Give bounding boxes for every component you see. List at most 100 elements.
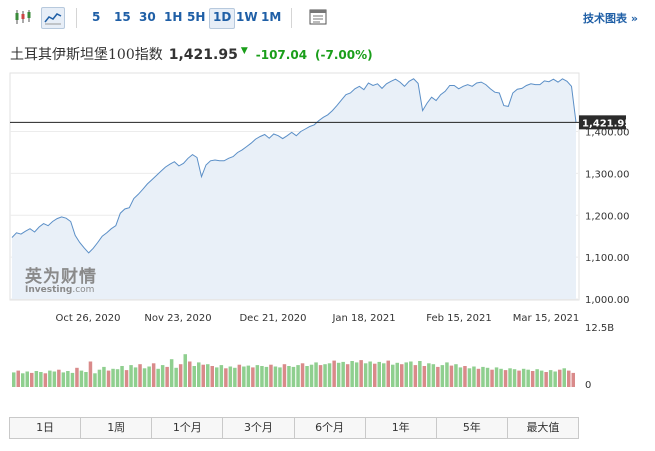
volume-bar — [242, 366, 246, 387]
volume-bar — [476, 368, 481, 387]
y-tick-label: 1,400.00 — [585, 128, 630, 139]
volume-bar — [336, 362, 341, 387]
volume-bar — [102, 366, 106, 387]
volume-bar — [296, 365, 300, 387]
volume-bar — [517, 370, 521, 387]
volume-bar — [165, 366, 169, 387]
technical-chart-link[interactable]: 技术图表 » — [583, 12, 638, 25]
volume-bar — [327, 363, 332, 387]
settings-panel-icon[interactable] — [308, 7, 328, 27]
volume-bar — [93, 373, 97, 387]
volume-bar — [192, 366, 196, 387]
volume-bar — [84, 372, 88, 387]
y-tick-label: 1,000.00 — [585, 295, 630, 306]
volume-bar — [571, 372, 575, 387]
timeframe-30[interactable]: 30 — [139, 10, 156, 24]
volume-bar — [305, 366, 309, 387]
volume-bar — [449, 365, 454, 387]
volume-bar — [12, 372, 16, 387]
volume-bar — [373, 363, 377, 387]
timeframe-15[interactable]: 15 — [114, 10, 131, 24]
volume-bar — [508, 368, 512, 387]
volume-bar — [264, 366, 269, 387]
volume-bar — [129, 365, 133, 387]
range-1y[interactable]: 1年 — [366, 418, 437, 438]
volume-bar — [237, 364, 242, 387]
x-tick-label: Nov 23, 2020 — [144, 313, 211, 324]
volume-bar — [309, 364, 314, 387]
toolbar-divider — [76, 8, 77, 28]
volume-bar — [21, 373, 25, 387]
range-1m[interactable]: 1个月 — [152, 418, 224, 438]
volume-bar — [382, 363, 386, 387]
watermark-cn: 英为财情 — [25, 267, 97, 287]
timeframe-1d[interactable]: 1D — [209, 8, 236, 29]
volume-bar — [445, 362, 449, 387]
volume-bar — [363, 363, 368, 387]
volume-bar — [436, 366, 440, 387]
volume-bar — [151, 363, 156, 387]
timeframe-1m[interactable]: 1M — [261, 10, 282, 24]
volume-bar — [278, 367, 282, 387]
range-1w[interactable]: 1周 — [81, 418, 153, 438]
down-arrow-icon: ▼ — [240, 46, 248, 56]
volume-bar — [395, 362, 399, 387]
volume-bar — [75, 367, 79, 387]
volume-bar — [178, 364, 183, 387]
volume-bar — [400, 364, 404, 387]
volume-bar — [472, 366, 476, 387]
volume-bar — [174, 367, 178, 387]
timeframe-5[interactable]: 5 — [92, 10, 101, 24]
volume-bar — [467, 368, 472, 387]
volume-bar — [224, 368, 228, 387]
timeframe-1h[interactable]: 1H — [164, 10, 183, 24]
range-6m[interactable]: 6个月 — [295, 418, 366, 438]
range-1d[interactable]: 1日 — [10, 418, 82, 438]
volume-max-label: 12.5B — [585, 323, 614, 334]
volume-bar — [409, 361, 413, 387]
volume-bar — [201, 364, 205, 387]
volume-bar — [16, 370, 20, 387]
volume-bar — [521, 368, 526, 387]
volume-bar — [219, 365, 224, 387]
volume-bar — [206, 364, 210, 387]
range-5y[interactable]: 5年 — [437, 418, 508, 438]
watermark-en-name: Investing — [25, 285, 73, 295]
x-tick-label: Dec 21, 2020 — [239, 313, 306, 324]
volume-bar — [354, 362, 359, 387]
volume-bar — [530, 371, 535, 387]
volume-bar — [512, 369, 517, 387]
volume-bar — [345, 364, 350, 387]
timeframe-5h[interactable]: 5H — [187, 10, 206, 24]
y-tick-label: 1,200.00 — [585, 211, 630, 222]
volume-bar — [526, 369, 530, 387]
volume-bar — [30, 372, 34, 387]
range-3m[interactable]: 3个月 — [223, 418, 295, 438]
volume-bar — [233, 367, 237, 387]
volume-bar — [188, 361, 192, 387]
volume-bar — [404, 362, 408, 387]
volume-bar — [318, 365, 323, 387]
volume-bar — [341, 361, 345, 387]
area-chart-icon[interactable] — [41, 7, 65, 29]
last-price: 1,421.95 — [168, 47, 238, 63]
volume-bar — [57, 369, 61, 387]
candlestick-icon[interactable] — [13, 7, 33, 27]
volume-bar — [494, 367, 499, 387]
volume-bar — [251, 367, 255, 387]
watermark-en: Investing.com — [25, 285, 97, 295]
volume-bar — [97, 369, 102, 387]
volume-bar — [142, 368, 147, 387]
timeframe-1w[interactable]: 1W — [236, 10, 258, 24]
volume-bar — [422, 366, 427, 387]
volume-bar — [124, 370, 129, 387]
range-max[interactable]: 最大值 — [526, 421, 560, 434]
x-tick-label: Jan 18, 2021 — [331, 313, 395, 324]
volume-bar — [39, 372, 43, 387]
volume-bar — [79, 370, 84, 387]
last-price-tag — [579, 115, 626, 130]
volume-bar — [314, 362, 318, 387]
volume-bar — [88, 361, 93, 387]
volume-bar — [48, 370, 52, 387]
